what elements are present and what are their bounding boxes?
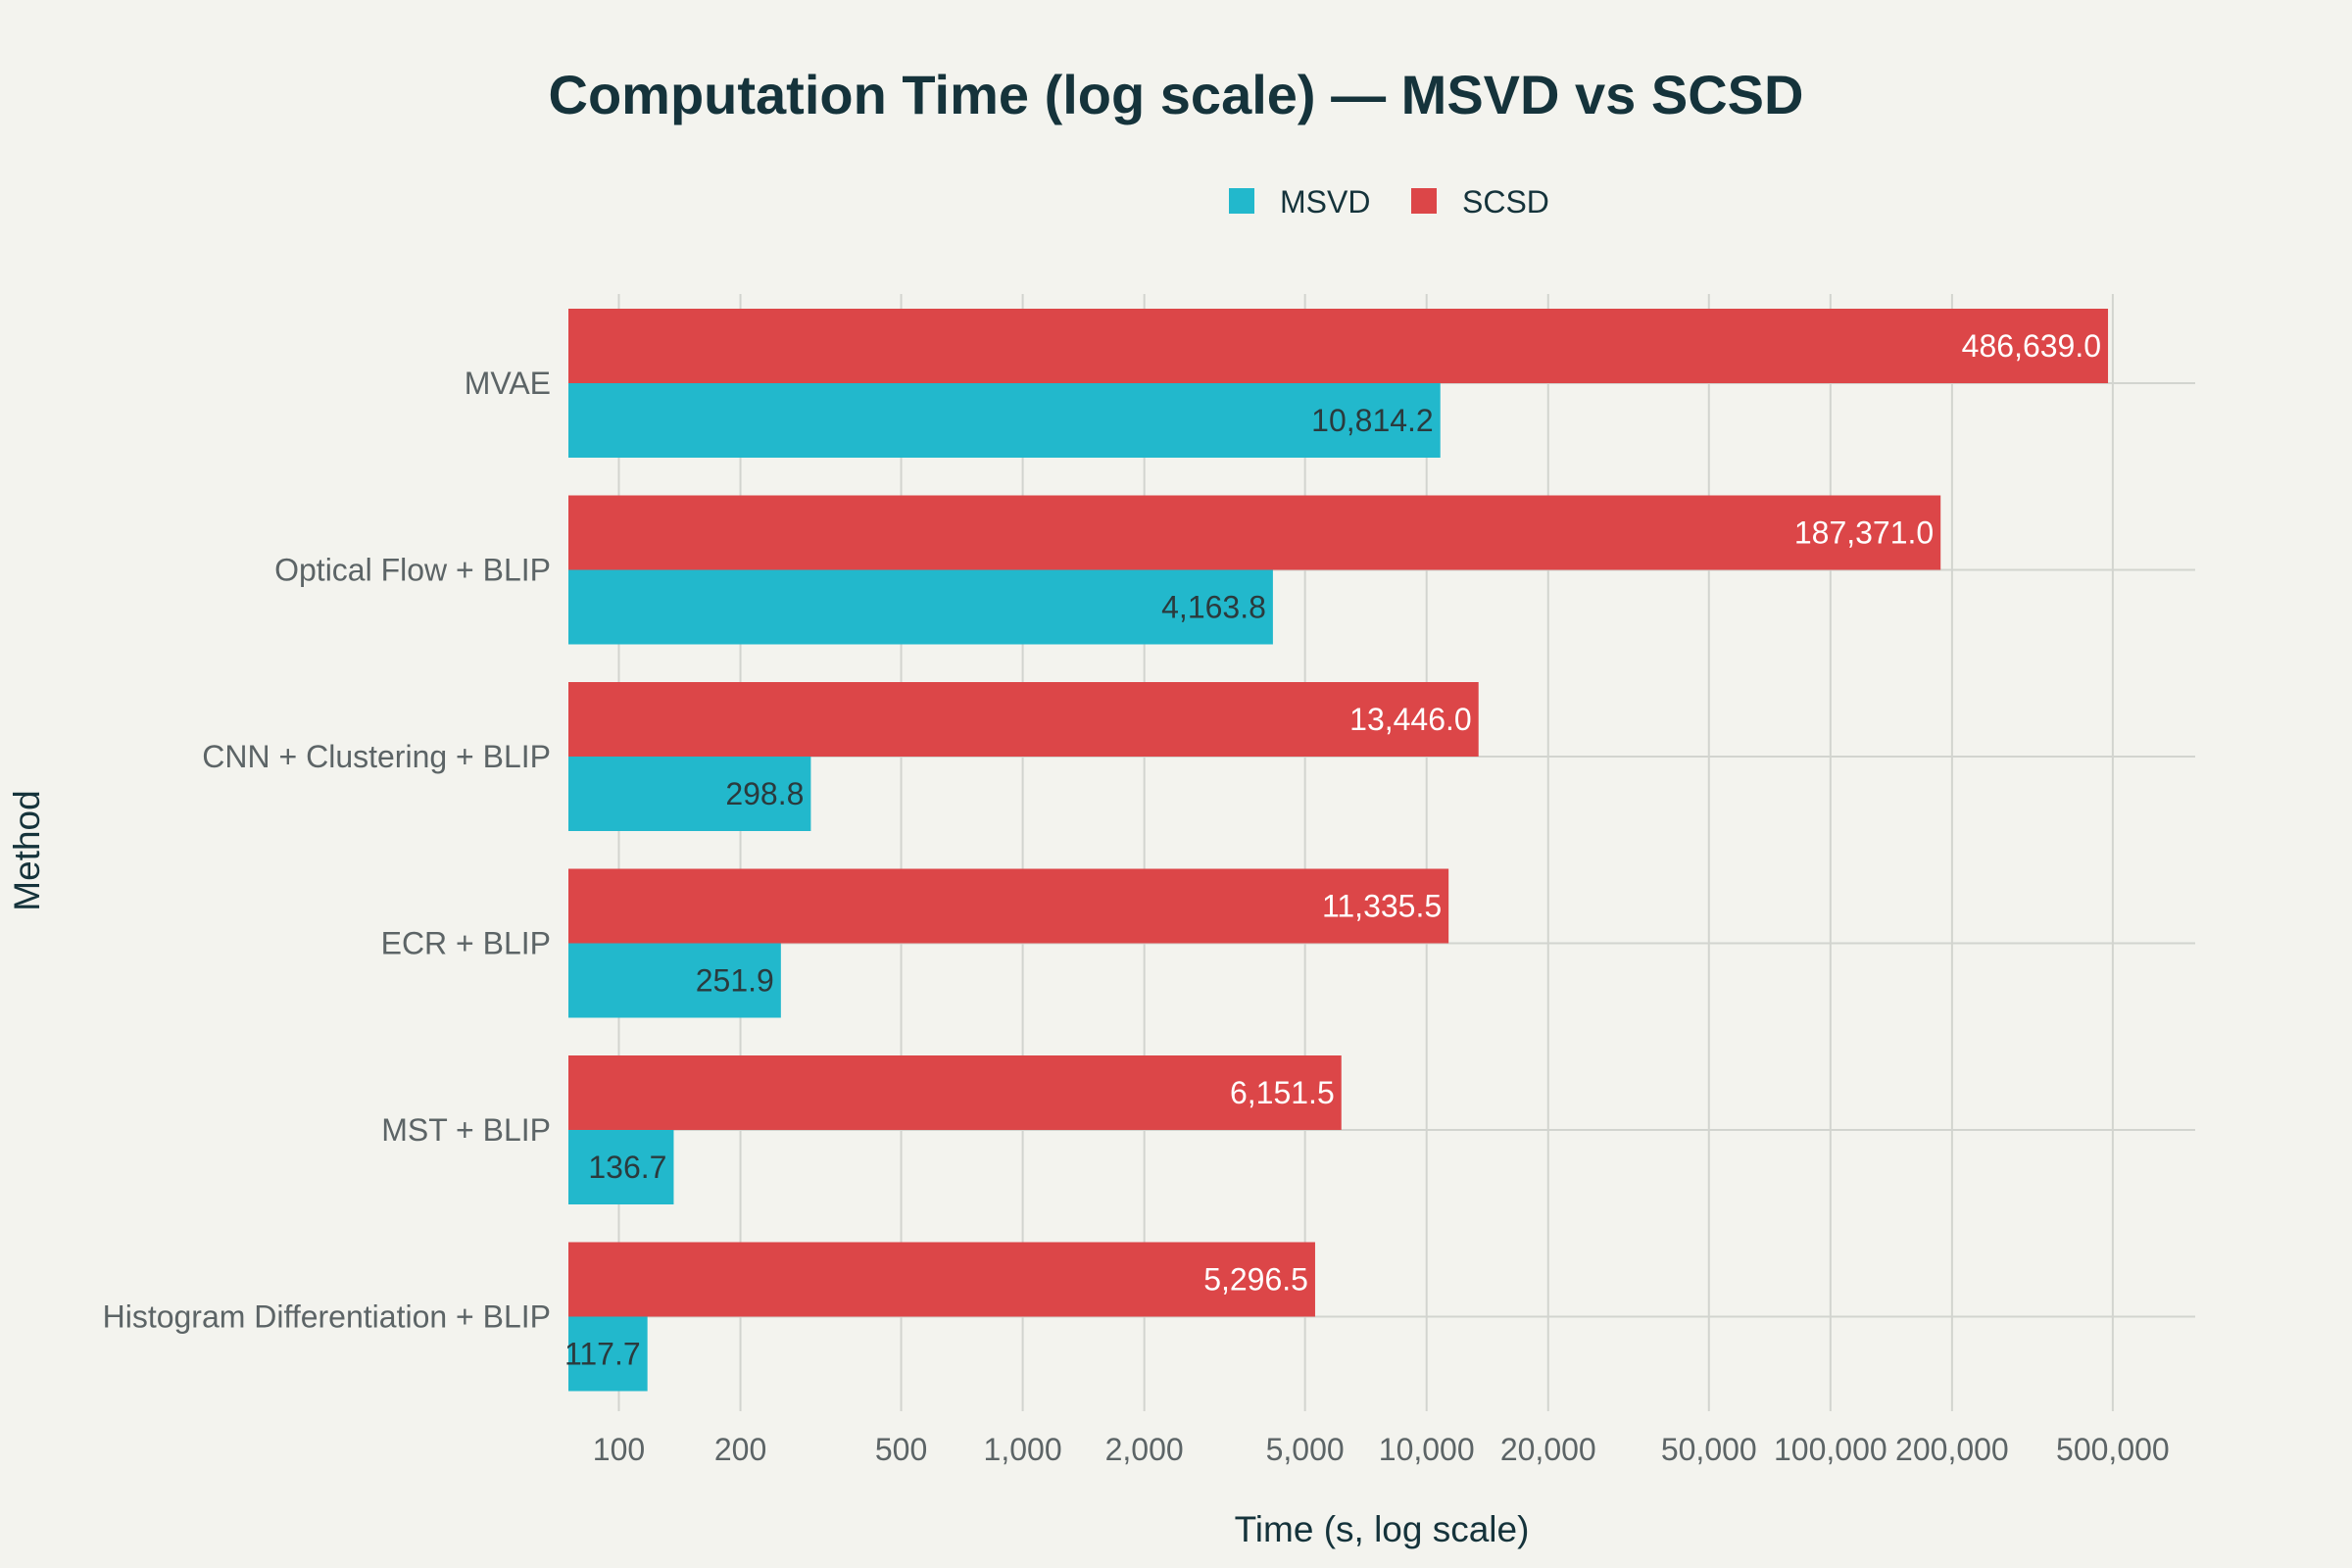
x-tick-label: 500 [875,1432,927,1467]
x-tick-label: 200 [714,1432,766,1467]
bar-scsd-mst-blip [568,1055,1342,1130]
x-tick-label: 2,000 [1105,1432,1184,1467]
bar-scsd-histogram-differentiation-blip [568,1242,1315,1317]
bar-value-label-scsd-cnn-clustering-blip: 13,446.0 [1349,702,1472,737]
bar-value-label-scsd-optical-flow-blip: 187,371.0 [1794,515,1934,551]
legend-swatch-msvd [1229,188,1254,214]
bar-scsd-ecr-blip [568,868,1449,944]
bar-msvd-mst-blip [568,1130,674,1204]
bar-msvd-mvae [568,383,1441,458]
bar-value-label-scsd-mst-blip: 6,151.5 [1230,1075,1335,1110]
bars [568,309,2109,1392]
category-label-mvae: MVAE [465,366,551,401]
x-axis-ticks: 100 200 500 1,000 2,000 5,000 10,000 20,000 50,0… [593,1432,2170,1467]
x-tick-label: 100,000 [1774,1432,1887,1467]
x-tick-label: 5,000 [1266,1432,1345,1467]
bar-scsd-cnn-clustering-blip [568,682,1479,757]
bar-value-label-scsd-ecr-blip: 11,335.5 [1322,889,1442,924]
legend-label-scsd: SCSD [1462,184,1549,220]
legend: MSVD SCSD [1229,184,1549,220]
x-axis-title: Time (s, log scale) [1235,1509,1530,1549]
chart-title: Computation Time (log scale) — MSVD vs S… [549,64,1804,125]
bar-msvd-cnn-clustering-blip [568,757,811,831]
bar-value-label-msvd-cnn-clustering-blip: 298.8 [725,776,804,811]
y-axis-categories: MVAE Optical Flow + BLIP CNN + Clustering … [103,366,551,1335]
y-axis-title: Method [7,790,47,910]
bar-msvd-ecr-blip [568,943,781,1018]
bar-scsd-optical-flow-blip [568,495,1941,570]
bar-value-label-msvd-mvae: 10,814.2 [1311,403,1434,438]
category-label-optical-flow-blip: Optical Flow + BLIP [274,553,551,588]
category-label-cnn-clustering-blip: CNN + Clustering + BLIP [202,739,551,774]
legend-label-msvd: MSVD [1280,184,1370,220]
bar-value-label-scsd-mvae: 486,639.0 [1962,328,2101,364]
x-tick-label: 10,000 [1379,1432,1475,1467]
bar-msvd-optical-flow-blip [568,569,1273,645]
x-tick-label: 20,000 [1500,1432,1596,1467]
category-label-ecr-blip: ECR + BLIP [381,926,551,961]
x-tick-label: 50,000 [1661,1432,1757,1467]
x-tick-label: 1,000 [984,1432,1062,1467]
bar-value-label-msvd-ecr-blip: 251.9 [696,963,774,999]
bar-value-label-msvd-histogram-differentiation-blip: 117.7 [564,1337,641,1372]
x-tick-label: 200,000 [1895,1432,2009,1467]
bar-value-label-msvd-mst-blip: 136.7 [588,1150,666,1185]
bar-scsd-mvae [568,309,2109,383]
x-tick-label: 100 [593,1432,645,1467]
bar-msvd-histogram-differentiation-blip [568,1316,648,1392]
category-label-mst-blip: MST + BLIP [381,1112,551,1148]
bar-labels: 486,639.0 10,814.2 187,371.0 4,163.8 13,446.… [564,328,2101,1372]
bar-value-label-msvd-optical-flow-blip: 4,163.8 [1161,590,1266,625]
bar-value-label-scsd-histogram-differentiation-blip: 5,296.5 [1203,1262,1308,1298]
category-label-histogram-differentiation-blip: Histogram Differentiation + BLIP [103,1299,551,1335]
legend-swatch-scsd [1411,188,1437,214]
x-tick-label: 500,000 [2056,1432,2170,1467]
